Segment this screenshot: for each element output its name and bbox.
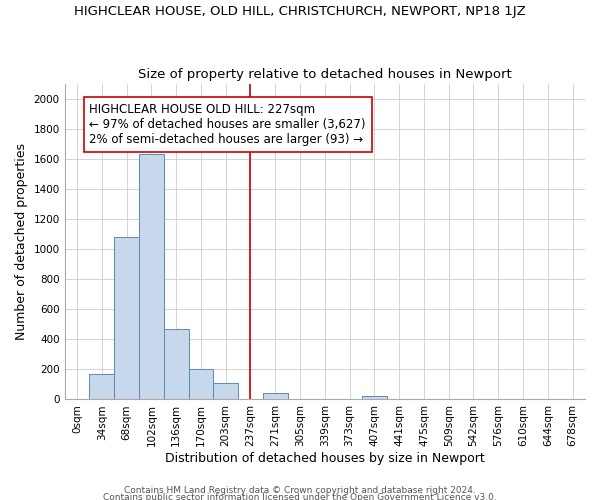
Text: Contains HM Land Registry data © Crown copyright and database right 2024.: Contains HM Land Registry data © Crown c…	[124, 486, 476, 495]
Bar	[362, 396, 387, 400]
Bar	[139, 154, 164, 400]
Y-axis label: Number of detached properties: Number of detached properties	[15, 143, 28, 340]
X-axis label: Distribution of detached houses by size in Newport: Distribution of detached houses by size …	[165, 452, 485, 465]
Bar	[164, 329, 188, 400]
Bar	[114, 237, 139, 400]
Bar	[263, 394, 287, 400]
Text: Contains public sector information licensed under the Open Government Licence v3: Contains public sector information licen…	[103, 494, 497, 500]
Bar	[214, 383, 238, 400]
Title: Size of property relative to detached houses in Newport: Size of property relative to detached ho…	[138, 68, 512, 81]
Bar	[188, 370, 214, 400]
Text: HIGHCLEAR HOUSE, OLD HILL, CHRISTCHURCH, NEWPORT, NP18 1JZ: HIGHCLEAR HOUSE, OLD HILL, CHRISTCHURCH,…	[74, 5, 526, 18]
Text: HIGHCLEAR HOUSE OLD HILL: 227sqm
← 97% of detached houses are smaller (3,627)
2%: HIGHCLEAR HOUSE OLD HILL: 227sqm ← 97% o…	[89, 103, 366, 146]
Bar	[89, 374, 114, 400]
